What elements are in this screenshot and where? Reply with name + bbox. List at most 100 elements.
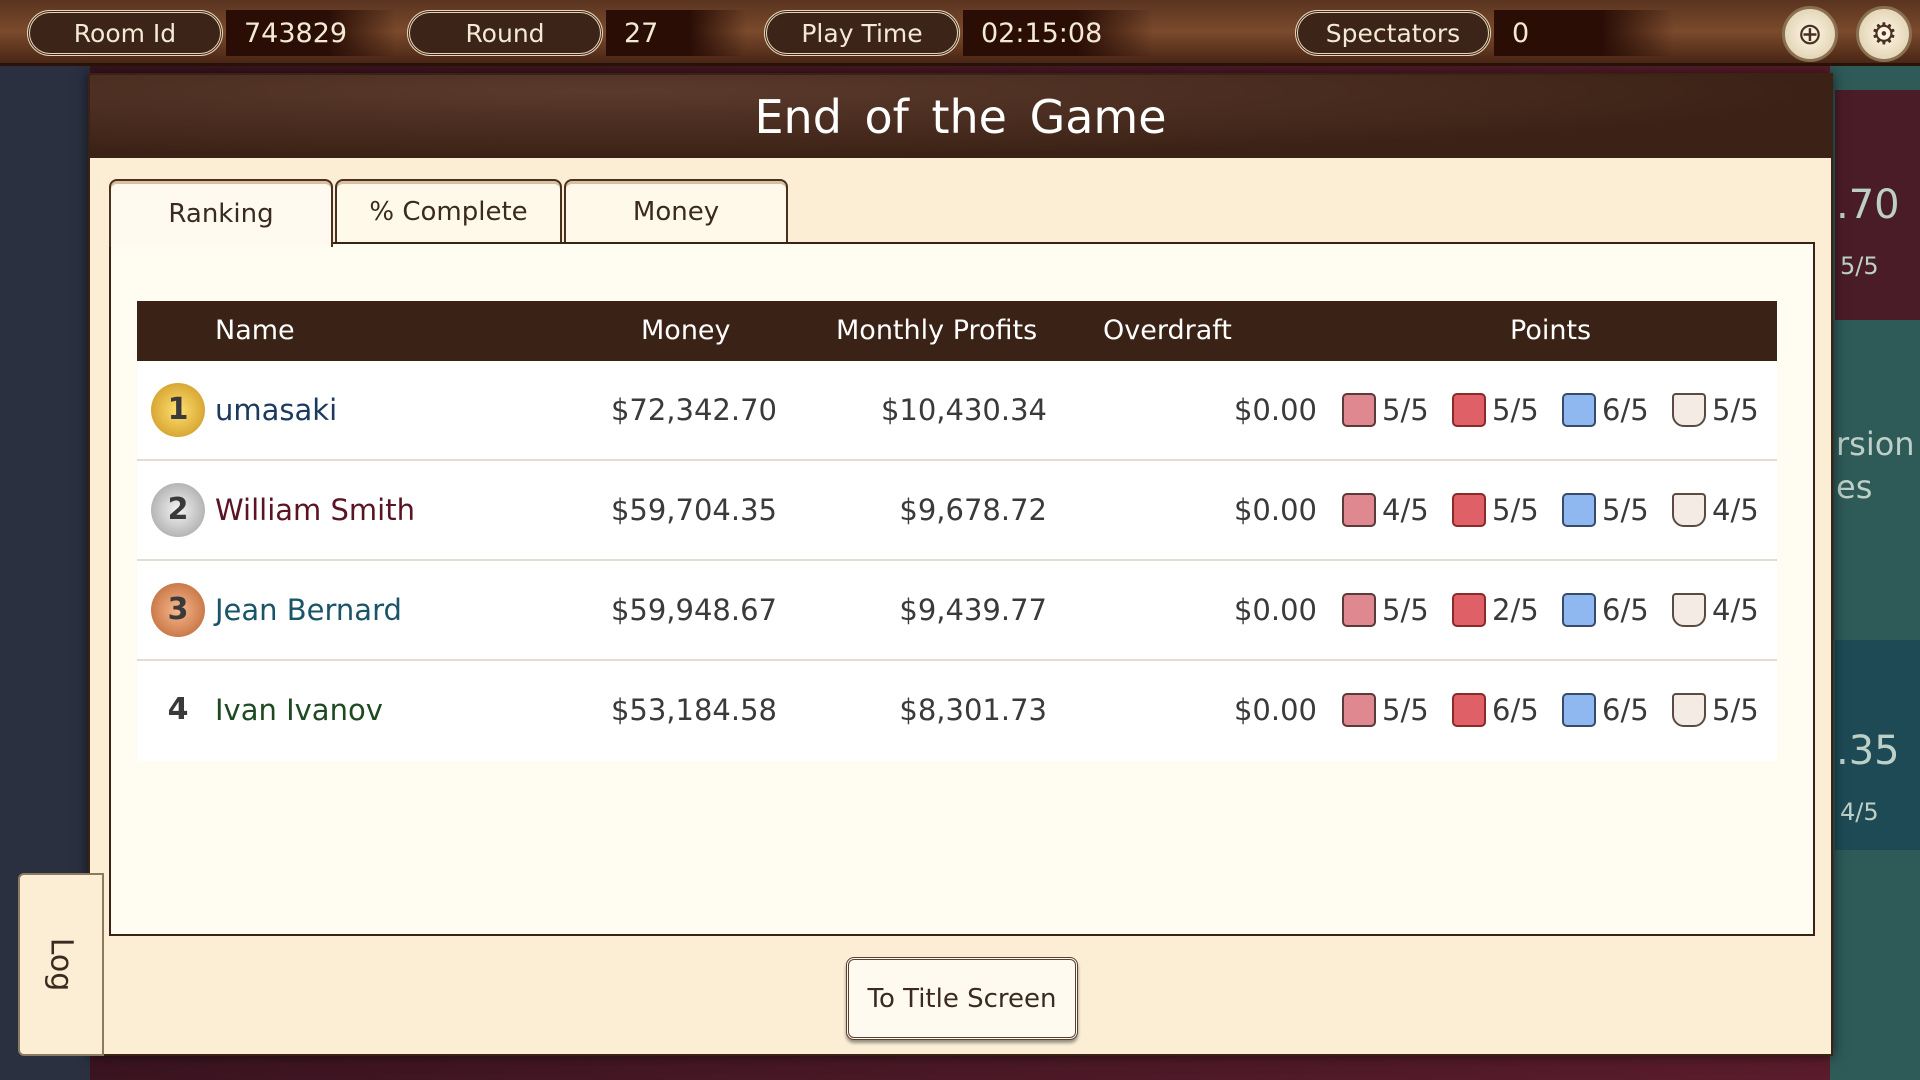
points-value: 5/5 — [1382, 593, 1429, 627]
ranking-table: Name Money Monthly Profits Overdraft Poi… — [137, 301, 1777, 761]
monitor-gears-icon — [1452, 593, 1486, 627]
log-label: Log — [43, 937, 79, 992]
header-money: Money — [641, 315, 731, 346]
header-monthly-profits: Monthly Profits — [836, 315, 1038, 346]
player-card — [1835, 90, 1920, 320]
points-value: 2/5 — [1492, 593, 1539, 627]
to-title-screen-button[interactable]: To Title Screen — [846, 957, 1078, 1040]
points-item: 6/5 — [1452, 661, 1539, 759]
overdraft-value: $0.00 — [1233, 593, 1317, 627]
points-value: 5/5 — [1492, 493, 1539, 527]
presenter-chart-icon — [1562, 593, 1596, 627]
points-item: 6/5 — [1562, 561, 1649, 659]
points-item: 6/5 — [1562, 661, 1649, 759]
flask-icon — [1672, 693, 1706, 727]
rank-badge-icon: 2 — [151, 483, 205, 537]
end-game-dialog: End of the Game Ranking % Complete Money… — [88, 73, 1833, 1056]
points-item: 4/5 — [1672, 461, 1759, 559]
points-item: 5/5 — [1562, 461, 1649, 559]
top-bar: Room Id 743829 Round 27 Play Time 02:15:… — [0, 0, 1920, 66]
box-icon — [1342, 693, 1376, 727]
money-value: $59,948.67 — [610, 593, 777, 627]
points-item: 5/5 — [1672, 661, 1759, 759]
points-value: 5/5 — [1492, 393, 1539, 427]
header-name: Name — [215, 315, 295, 346]
room-id-value: 743829 — [226, 10, 396, 56]
player-name: Jean Bernard — [215, 593, 402, 627]
points-value: 5/5 — [1602, 493, 1649, 527]
points-item: 5/5 — [1672, 361, 1759, 459]
player-name: William Smith — [215, 493, 415, 527]
zoom-button[interactable]: ⊕ — [1782, 6, 1838, 62]
play-time-value: 02:15:08 — [963, 10, 1153, 56]
monitor-gears-icon — [1452, 393, 1486, 427]
settings-button[interactable]: ⚙ — [1856, 6, 1912, 62]
flask-icon — [1672, 593, 1706, 627]
table-row: 2 William Smith $59,704.35 $9,678.72 $0.… — [137, 461, 1777, 561]
monthly-profits-value: $9,678.72 — [899, 493, 1047, 527]
points-value: 4/5 — [1712, 493, 1759, 527]
player-name: Ivan Ivanov — [215, 693, 383, 727]
points-item: 5/5 — [1452, 361, 1539, 459]
points-item: 4/5 — [1342, 461, 1429, 559]
points-item: 6/5 — [1562, 361, 1649, 459]
log-tab[interactable]: Log — [18, 873, 104, 1056]
table-row: 1 umasaki $72,342.70 $10,430.34 $0.00 5/5… — [137, 361, 1777, 461]
overdraft-value: $0.00 — [1233, 393, 1317, 427]
monthly-profits-value: $10,430.34 — [880, 393, 1047, 427]
points-item: 5/5 — [1342, 361, 1429, 459]
rank-badge-icon: 3 — [151, 583, 205, 637]
points-item: 2/5 — [1452, 561, 1539, 659]
bg-value: rsion — [1836, 425, 1915, 463]
zoom-in-icon: ⊕ — [1797, 16, 1823, 52]
player-card — [1835, 640, 1920, 850]
points-item: 4/5 — [1672, 561, 1759, 659]
box-icon — [1342, 493, 1376, 527]
points-value: 6/5 — [1602, 593, 1649, 627]
money-value: $59,704.35 — [610, 493, 777, 527]
points-value: 6/5 — [1602, 693, 1649, 727]
table-row: 3 Jean Bernard $59,948.67 $9,439.77 $0.0… — [137, 561, 1777, 661]
player-name: umasaki — [215, 393, 338, 427]
bg-value: 4/5 — [1840, 798, 1879, 826]
dialog-title: End of the Game — [90, 75, 1831, 158]
money-value: $72,342.70 — [610, 393, 777, 427]
presenter-chart-icon — [1562, 693, 1596, 727]
monthly-profits-value: $8,301.73 — [899, 693, 1047, 727]
points-value: 5/5 — [1382, 393, 1429, 427]
round-value: 27 — [606, 10, 746, 56]
gear-icon: ⚙ — [1870, 16, 1898, 52]
room-id-label: Room Id — [27, 10, 223, 56]
monthly-profits-value: $9,439.77 — [899, 593, 1047, 627]
bg-value: 5/5 — [1840, 252, 1879, 280]
play-time-label: Play Time — [764, 10, 960, 56]
rank-badge-icon: 1 — [151, 383, 205, 437]
points-value: 4/5 — [1382, 493, 1429, 527]
points-value: 4/5 — [1712, 593, 1759, 627]
tab-money[interactable]: Money — [564, 179, 788, 243]
points-item: 5/5 — [1452, 461, 1539, 559]
bg-value: .35 — [1836, 728, 1900, 774]
overdraft-value: $0.00 — [1233, 493, 1317, 527]
table-row: 4 Ivan Ivanov $53,184.58 $8,301.73 $0.00… — [137, 661, 1777, 761]
box-icon — [1342, 393, 1376, 427]
table-header: Name Money Monthly Profits Overdraft Poi… — [137, 301, 1777, 361]
spectators-value: 0 — [1494, 10, 1674, 56]
round-label: Round — [407, 10, 603, 56]
points-item: 5/5 — [1342, 661, 1429, 759]
box-icon — [1342, 593, 1376, 627]
tab-ranking[interactable]: Ranking — [109, 179, 333, 247]
points-value: 6/5 — [1602, 393, 1649, 427]
flask-icon — [1672, 393, 1706, 427]
header-overdraft: Overdraft — [1103, 315, 1232, 346]
points-value: 5/5 — [1712, 393, 1759, 427]
monitor-gears-icon — [1452, 493, 1486, 527]
overdraft-value: $0.00 — [1233, 693, 1317, 727]
header-points: Points — [1510, 315, 1592, 346]
points-value: 6/5 — [1492, 693, 1539, 727]
points-value: 5/5 — [1712, 693, 1759, 727]
spectators-label: Spectators — [1295, 10, 1491, 56]
flask-icon — [1672, 493, 1706, 527]
bg-value: .70 — [1836, 182, 1900, 228]
tab-complete[interactable]: % Complete — [335, 179, 562, 243]
